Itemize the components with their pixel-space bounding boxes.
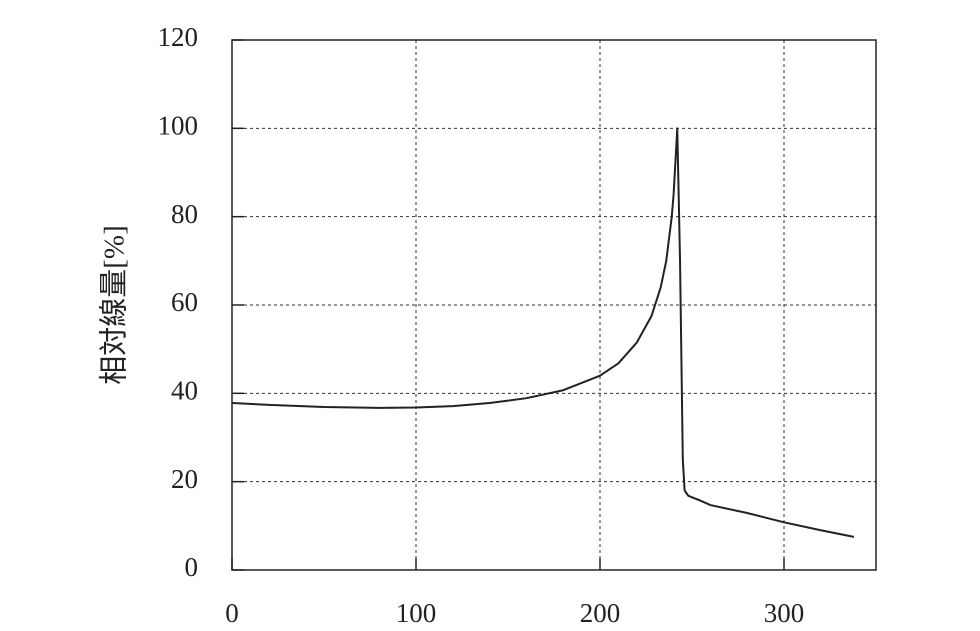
y-tick-label: 120 (158, 22, 199, 52)
y-tick-label: 100 (158, 111, 199, 141)
x-tick-label: 300 (764, 598, 805, 628)
y-tick-label: 0 (185, 552, 199, 582)
y-tick-label: 60 (171, 287, 198, 317)
y-tick-label: 80 (171, 199, 198, 229)
data-line (231, 127, 855, 538)
y-tick-label: 40 (171, 376, 198, 406)
x-tick-label: 200 (580, 598, 621, 628)
y-tick-label: 20 (171, 464, 198, 494)
plot-frame (231, 39, 877, 571)
y-axis-label: 相対線量[%] (98, 225, 131, 384)
x-tick-label: 0 (225, 598, 239, 628)
x-tick-label: 100 (396, 598, 437, 628)
